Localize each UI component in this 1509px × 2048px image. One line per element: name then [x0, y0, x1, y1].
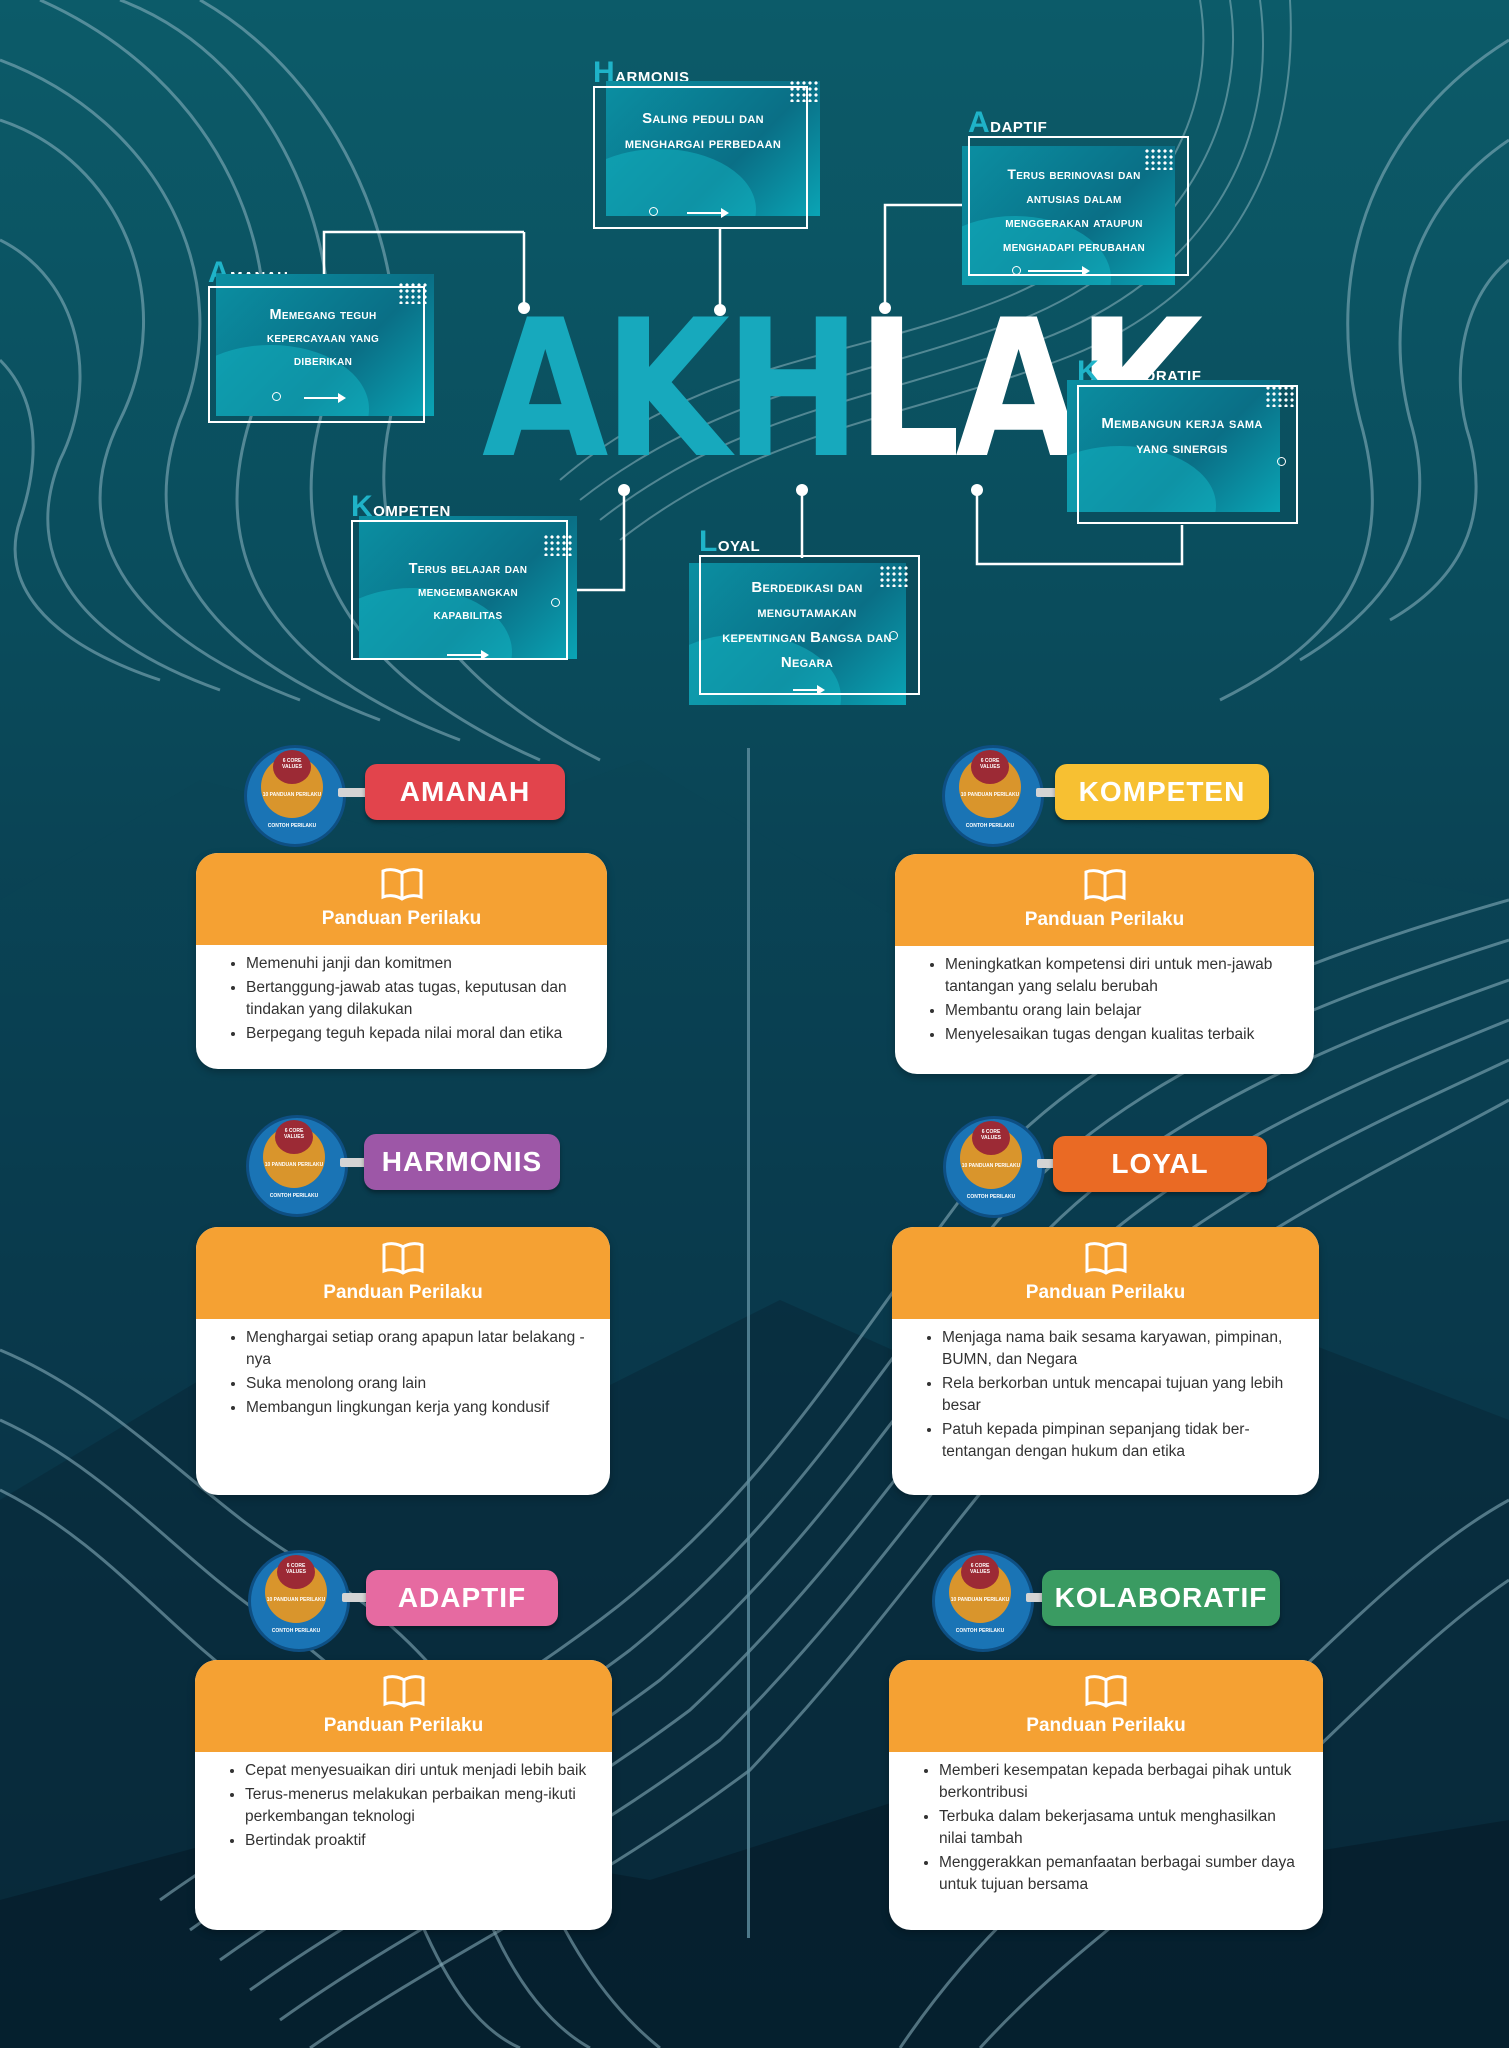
value-pill-kompeten: KOMPETEN	[1055, 764, 1269, 820]
core-values-badge-icon: 6 CORE VALUES 10 PANDUAN PERILAKU CONTOH …	[942, 745, 1044, 847]
book-icon	[1085, 1675, 1127, 1708]
list-item: Cepat menyesuaikan diri untuk menjadi le…	[245, 1760, 596, 1782]
guideline-card-adaptif: Panduan Perilaku Cepat menyesuaikan diri…	[195, 1660, 612, 1930]
list-item: Membangun lingkungan kerja yang kondusif	[246, 1397, 594, 1419]
card-header: Panduan Perilaku	[196, 853, 607, 945]
value-title: Loyal	[699, 525, 761, 558]
value-pill-harmonis: HARMONIS	[364, 1134, 560, 1190]
guideline-card-kolaboratif: Panduan Perilaku Memberi kesempatan kepa…	[889, 1660, 1323, 1930]
book-icon	[381, 868, 422, 901]
list-item: Menyelesaikan tugas dengan kualitas terb…	[945, 1024, 1298, 1046]
value-title: Kompeten	[351, 490, 451, 523]
behavior-list: Meningkatkan kompetensi diri untuk men-j…	[925, 954, 1298, 1048]
book-icon	[1084, 869, 1125, 902]
core-values-badge-icon: 6 CORE VALUES 10 PANDUAN PERILAKU CONTOH …	[943, 1116, 1045, 1218]
card-header-label: Panduan Perilaku	[1026, 1715, 1186, 1736]
guideline-card-kompeten: Panduan Perilaku Meningkatkan kompetensi…	[895, 854, 1314, 1074]
value-pill-loyal: LOYAL	[1053, 1136, 1267, 1192]
value-title: Adaptif	[968, 106, 1048, 139]
behavior-list: Memberi kesempatan kepada berbagai pihak…	[919, 1760, 1307, 1898]
list-item: Menjaga nama baik sesama karyawan, pimpi…	[942, 1327, 1303, 1371]
value-description: Memegang teguh kepercayaan yang diberika…	[266, 307, 380, 369]
behavior-list: Memenuhi janji dan komitmen Bertanggung-…	[226, 953, 591, 1047]
value-pill-kolaboratif: KOLABORATIF	[1042, 1570, 1280, 1626]
badge-connector	[1037, 1159, 1067, 1168]
badge-connector	[342, 1593, 372, 1602]
guideline-card-loyal: Panduan Perilaku Menjaga nama baik sesam…	[892, 1227, 1319, 1495]
guideline-card-harmonis: Panduan Perilaku Menghargai setiap orang…	[196, 1227, 610, 1495]
book-icon	[382, 1242, 424, 1275]
behavior-list: Menjaga nama baik sesama karyawan, pimpi…	[922, 1327, 1303, 1465]
badge-connector	[338, 788, 368, 797]
value-pill-adaptif: ADAPTIF	[366, 1570, 558, 1626]
badge-connector	[340, 1158, 370, 1167]
diagram-connectors	[322, 203, 1184, 592]
list-item: Suka menolong orang lain	[246, 1373, 594, 1395]
list-item: Rela berkorban untuk mencapai tujuan yan…	[942, 1373, 1303, 1417]
list-item: Berpegang teguh kepada nilai moral dan e…	[246, 1023, 591, 1045]
card-header-label: Panduan Perilaku	[323, 1715, 484, 1736]
akhlak-logo: AKHLAK	[482, 295, 1203, 485]
book-icon	[1085, 1242, 1126, 1275]
card-header: Panduan Perilaku	[892, 1227, 1319, 1319]
card-header-label: Panduan Perilaku	[321, 908, 482, 929]
card-header: Panduan Perilaku	[195, 1660, 612, 1752]
guideline-card-amanah: Panduan Perilaku Memenuhi janji dan komi…	[196, 853, 607, 1069]
akhlak-logo-teal: AKH	[482, 279, 862, 500]
list-item: Bertindak proaktif	[245, 1830, 596, 1852]
list-item: Membantu orang lain belajar	[945, 1000, 1298, 1022]
value-description: Terus berinovasi dan antusias dalam meng…	[1002, 166, 1146, 254]
list-item: Bertanggung-jawab atas tugas, keputusan …	[246, 977, 591, 1021]
behavior-list: Cepat menyesuaikan diri untuk menjadi le…	[225, 1760, 596, 1854]
value-pill-amanah: AMANAH	[365, 764, 565, 820]
list-item: Menggerakkan pemanfaatan berbagai sumber…	[939, 1852, 1307, 1896]
value-description: Saling peduli dan menghargai perbedaan	[624, 110, 782, 152]
card-header-label: Panduan Perilaku	[1024, 909, 1185, 930]
badge-connector	[1026, 1593, 1056, 1602]
list-item: Terus-menerus melakukan perbaikan meng-i…	[245, 1784, 596, 1828]
list-item: Memenuhi janji dan komitmen	[246, 953, 591, 975]
value-description: Berdedikasi dan mengutamakan kepentingan…	[722, 579, 892, 671]
card-header: Panduan Perilaku	[895, 854, 1314, 946]
behavior-list: Menghargai setiap orang apapun latar bel…	[226, 1327, 594, 1421]
list-item: Menghargai setiap orang apapun latar bel…	[246, 1327, 594, 1371]
card-header: Panduan Perilaku	[196, 1227, 610, 1319]
core-values-badge-icon: 6 CORE VALUES 10 PANDUAN PERILAKU CONTOH …	[244, 745, 346, 847]
card-header-label: Panduan Perilaku	[1025, 1282, 1186, 1303]
list-item: Patuh kepada pimpinan sepanjang tidak be…	[942, 1419, 1303, 1463]
value-description: Membangun kerja sama yang sinergis	[1101, 415, 1263, 457]
list-item: Memberi kesempatan kepada berbagai pihak…	[939, 1760, 1307, 1804]
book-icon	[383, 1675, 424, 1708]
card-header: Panduan Perilaku	[889, 1660, 1323, 1752]
list-item: Meningkatkan kompetensi diri untuk men-j…	[945, 954, 1298, 998]
badge-connector	[1036, 788, 1066, 797]
card-header-label: Panduan Perilaku	[323, 1282, 483, 1303]
center-divider	[747, 748, 750, 1938]
list-item: Terbuka dalam bekerjasama untuk menghasi…	[939, 1806, 1307, 1850]
core-values-badge-icon: 6 CORE VALUES 10 PANDUAN PERILAKU CONTOH …	[248, 1550, 350, 1652]
value-description: Terus belajar dan mengembangkan kapabili…	[408, 561, 528, 623]
core-values-badge-icon: 6 CORE VALUES 10 PANDUAN PERILAKU CONTOH …	[246, 1115, 348, 1217]
core-values-badge-icon: 6 CORE VALUES 10 PANDUAN PERILAKU CONTOH …	[932, 1550, 1034, 1652]
